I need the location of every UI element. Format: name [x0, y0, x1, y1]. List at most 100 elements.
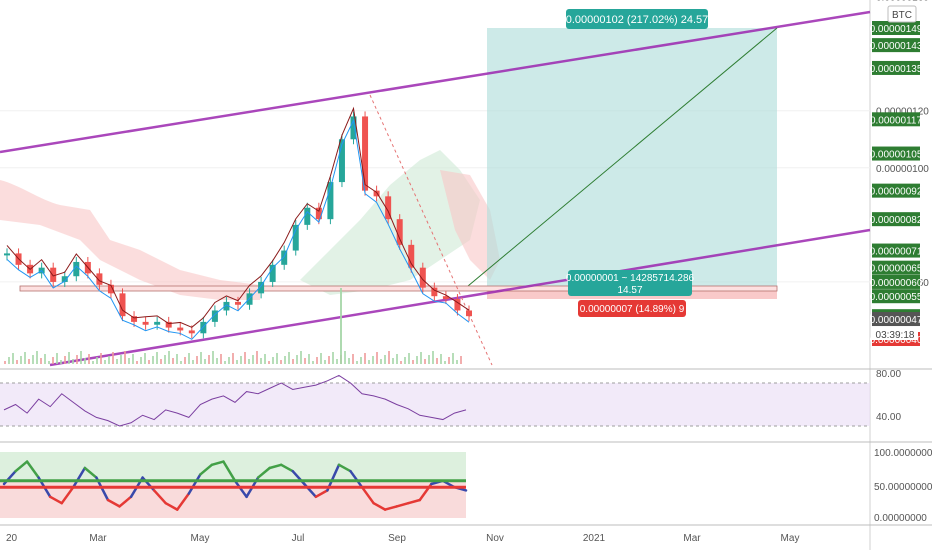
candle-body [338, 139, 345, 183]
candle-body [408, 244, 415, 268]
trade-path-line [467, 27, 778, 287]
volume-bar [264, 354, 266, 364]
price-label-bg [872, 38, 920, 53]
volume-bar [28, 359, 30, 364]
currency-label: BTC [892, 10, 912, 21]
channel-lower-line[interactable] [49, 228, 871, 367]
volume-bar [380, 359, 382, 364]
volume-bar [36, 351, 38, 364]
stoch-segment [72, 466, 87, 489]
stoch-label-50: 50.00000000 [874, 482, 932, 493]
x-axis: 20 Mar May Jul Sep Nov 2021 Mar May [6, 533, 799, 544]
stoch-segment [279, 463, 294, 473]
candle-body [177, 327, 184, 331]
channel-upper-line[interactable] [0, 10, 871, 154]
volume-bar [216, 358, 218, 364]
volume-bar [352, 354, 354, 364]
candle-body [165, 321, 172, 328]
stoch-segment [187, 473, 202, 495]
volume-bar [120, 355, 122, 364]
volume-bar [440, 354, 442, 364]
volume-bar [288, 352, 290, 364]
moving-average-1 [6, 106, 470, 328]
volume-bar [200, 352, 202, 364]
price-label-text: 0.00000143 [870, 41, 923, 52]
stoch-segment [48, 495, 63, 505]
price-label-text: 0.00000065 [870, 264, 923, 275]
volume-bar [136, 361, 138, 364]
volume-bar [112, 352, 114, 364]
stoch-segment [210, 460, 225, 467]
rsi-label-80: 80.00 [876, 369, 901, 380]
stoch-segment [314, 489, 329, 499]
volume-bar [444, 361, 446, 364]
volume-bar [244, 352, 246, 364]
support-zone[interactable] [19, 285, 778, 292]
long-position-tool[interactable] [467, 27, 778, 299]
volume-bar [176, 354, 178, 364]
candle-body [223, 301, 230, 311]
x-tick-label: 20 [6, 533, 18, 544]
entry-label-box: 0.00000001 ~ 14285714.286 14.57 [566, 270, 695, 296]
candle-body [73, 261, 80, 277]
volume-bar [192, 360, 194, 364]
volume-bar [32, 355, 34, 364]
volume-bar [164, 355, 166, 364]
price-label-stack: 0.00000149 0.00000143 0.00000135 0.00000117… [870, 21, 923, 346]
candle-body [61, 276, 68, 282]
x-tick-label: Mar [683, 533, 701, 544]
volume-bar [284, 356, 286, 364]
stoch-segment [233, 479, 248, 499]
price-label-bg [872, 183, 920, 198]
dashed-trend-line[interactable] [369, 94, 493, 366]
candle-body [350, 116, 357, 140]
price-label-text: 0.00000117 [870, 115, 923, 126]
volume-bar [276, 353, 278, 364]
price-label-text: 0.00000082 [870, 215, 923, 226]
stoch-segment [60, 485, 75, 505]
volume-bar [460, 356, 462, 364]
volume-bar [364, 353, 366, 364]
volume-bar [224, 361, 226, 364]
volume-bar [160, 359, 162, 364]
price-label-bg [872, 274, 920, 289]
volume-bar [448, 357, 450, 364]
x-tick-label: Jul [292, 533, 305, 544]
candle-body [442, 296, 449, 300]
volume-bar [172, 358, 174, 364]
price-label-bg [872, 260, 920, 275]
volume-bar [420, 352, 422, 364]
stoch-label-100: 100.00000000 [874, 448, 932, 459]
volume-bar [72, 359, 74, 364]
y-tick-label: 0.00000160 [876, 0, 929, 4]
volume-bar [128, 358, 130, 364]
price-label-text: 0.00000071 [870, 247, 923, 258]
volume-bar [312, 361, 314, 364]
candle-body [327, 182, 334, 220]
volume-bar [396, 354, 398, 364]
volume-bar [152, 356, 154, 364]
price-label-bg [872, 21, 920, 35]
volume-bar [452, 353, 454, 364]
stoch-segment [222, 460, 237, 483]
volume-bar [356, 361, 358, 364]
price-label-bg [872, 312, 920, 327]
stoch-segment [118, 495, 133, 508]
currency-button[interactable]: BTC [887, 5, 917, 23]
price-label-bg [872, 146, 920, 161]
stoch-segment [152, 489, 167, 505]
price-label-text: 0.00000060 [870, 278, 923, 289]
volume-bar [148, 360, 150, 364]
volume-bar [104, 360, 106, 364]
volume-bar [256, 351, 258, 364]
candle-body [419, 267, 426, 288]
volume-bar [44, 354, 46, 364]
volume-bar [308, 354, 310, 364]
volume-bar [424, 359, 426, 364]
price-label-bg [872, 212, 920, 227]
stoch-segment [176, 492, 191, 511]
price-label-text: 0.00000105 [870, 150, 923, 161]
volume-bar [20, 356, 22, 364]
volume-bar [96, 357, 98, 364]
